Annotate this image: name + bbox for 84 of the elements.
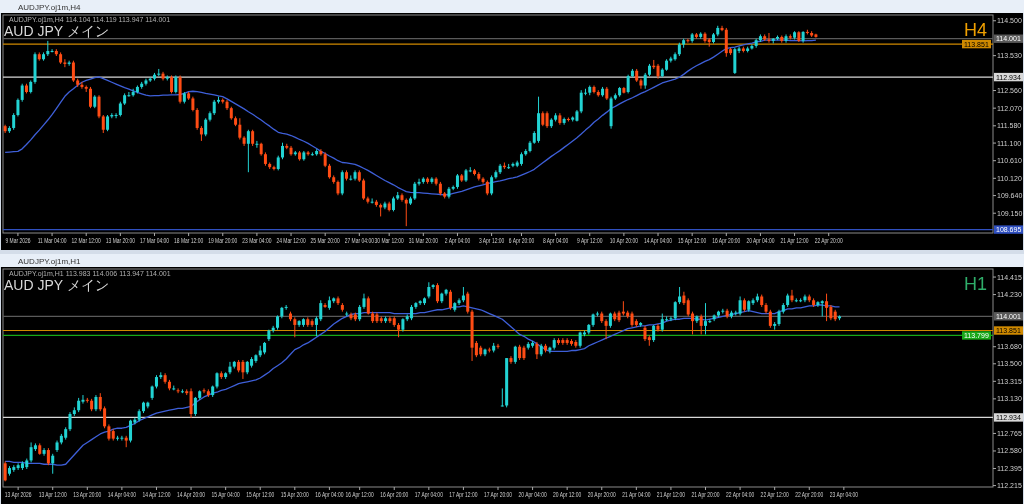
candlestick [3, 460, 7, 482]
candlestick [255, 140, 259, 149]
candlestick [129, 419, 133, 443]
candlestick [673, 300, 677, 321]
candlestick [691, 311, 695, 335]
annotation: AUD JPY メイン [4, 277, 109, 293]
candlestick [767, 32, 771, 44]
candlestick [114, 112, 118, 119]
candlestick [816, 300, 820, 308]
candlestick [176, 387, 180, 394]
candlestick [29, 441, 33, 463]
candlestick [417, 178, 421, 187]
candlestick [404, 197, 408, 227]
candlestick [238, 117, 242, 140]
candlestick [738, 295, 742, 316]
candlestick [310, 151, 314, 157]
candlestick [310, 318, 314, 328]
candlestick [500, 387, 504, 407]
candlestick [202, 387, 206, 394]
candlestick [673, 51, 677, 62]
candlestick [669, 315, 673, 322]
candlestick [340, 169, 344, 196]
candlestick [457, 297, 461, 306]
candlestick [604, 318, 608, 340]
candlestick [323, 302, 327, 309]
candlestick [16, 462, 20, 471]
candlestick [660, 313, 664, 333]
candlestick [241, 359, 245, 380]
annotation: H4 [963, 20, 987, 40]
candlestick [434, 176, 438, 187]
annotation: AUD JPY メイン [4, 23, 109, 39]
candlestick [67, 60, 71, 67]
candlestick [80, 81, 84, 90]
candlestick [42, 447, 46, 457]
candlestick [751, 297, 755, 306]
candlestick [430, 176, 434, 185]
candlestick [88, 86, 92, 109]
candlestick [686, 297, 690, 317]
candlestick [193, 396, 197, 417]
candlestick [319, 148, 323, 157]
candlestick [195, 107, 199, 131]
candlestick [400, 192, 404, 203]
candlestick [448, 289, 452, 311]
line-series [4, 39, 817, 196]
candlestick [293, 316, 297, 338]
candlestick [246, 129, 250, 173]
candlestick [737, 46, 741, 54]
candlestick [306, 150, 310, 157]
chart-title: AUDJPY.oj1m,H4 [18, 2, 82, 12]
candlestick [704, 302, 708, 335]
candlestick [579, 89, 583, 114]
candlestick [68, 411, 72, 432]
candlestick [768, 309, 772, 329]
candlestick [699, 314, 703, 335]
candlestick [511, 161, 515, 168]
candlestick [388, 315, 392, 324]
candlestick [686, 38, 690, 44]
candlestick [435, 282, 439, 304]
candlestick [370, 197, 374, 204]
candlestick [682, 291, 686, 306]
candlestick [513, 345, 517, 365]
candlestick [825, 293, 829, 322]
candlestick [656, 323, 660, 333]
candlestick [189, 387, 193, 419]
candlestick [51, 453, 55, 475]
candlestick [63, 58, 67, 68]
candlestick [733, 47, 737, 75]
candlestick [626, 74, 630, 94]
candlestick [97, 94, 101, 119]
candlestick [362, 178, 366, 201]
candlestick [319, 299, 323, 322]
candlestick [720, 25, 724, 32]
candlestick [496, 343, 500, 350]
candlestick [466, 291, 470, 315]
candlestick [509, 355, 513, 365]
candlestick [490, 174, 494, 196]
candlestick [71, 60, 75, 83]
candlestick [724, 27, 728, 58]
candlestick [494, 169, 498, 180]
candlestick [784, 33, 788, 44]
chart-title: AUDJPY.oj1m,H1 [18, 256, 82, 266]
candlestick [120, 435, 124, 442]
annotation: H1 [963, 274, 987, 294]
candlestick [481, 176, 485, 185]
